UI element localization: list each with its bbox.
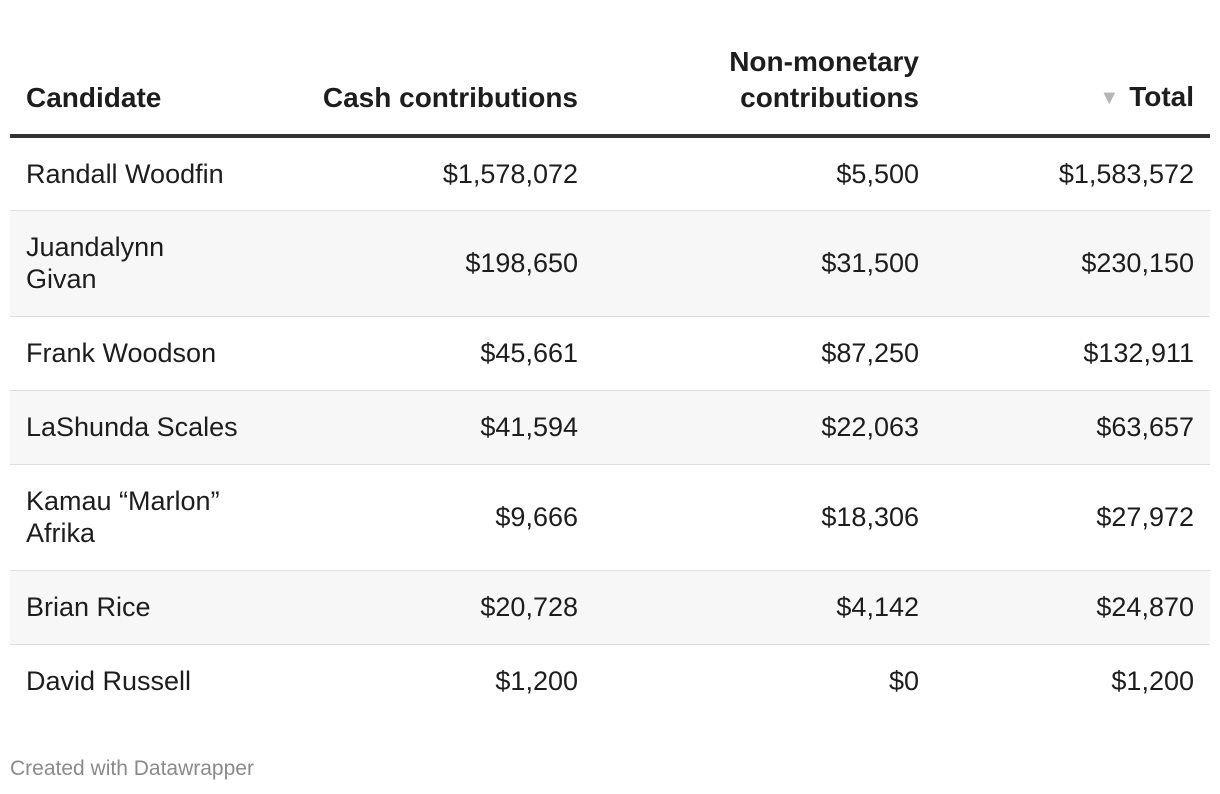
table-row: Juandalynn Givan $198,650 $31,500 $230,1… [10, 210, 1210, 317]
table-row: Frank Woodson $45,661 $87,250 $132,911 [10, 316, 1210, 391]
table-row: Brian Rice $20,728 $4,142 $24,870 [10, 570, 1210, 645]
cell-non-monetary: $31,500 [594, 210, 935, 317]
column-header-label: Cash contributions [322, 82, 578, 113]
table-row: Randall Woodfin $1,578,072 $5,500 $1,583… [10, 136, 1210, 211]
cell-candidate: Kamau “Marlon” Afrika [10, 464, 254, 571]
cell-candidate: Randall Woodfin [10, 136, 254, 211]
triangle-down-icon: ▼ [1099, 87, 1120, 109]
cell-cash: $198,650 [254, 210, 594, 317]
cell-total: $27,972 [935, 464, 1210, 571]
column-header-label: Non-monetary contributions [729, 46, 919, 113]
table-body: Randall Woodfin $1,578,072 $5,500 $1,583… [10, 136, 1210, 718]
footer-credit-text: Created with Datawrapper [10, 757, 254, 780]
column-header-non-monetary[interactable]: Non-monetary contributions [594, 40, 935, 138]
cell-total: $132,911 [935, 316, 1210, 391]
footer-credit[interactable]: Created with Datawrapper [10, 757, 254, 781]
cell-candidate: LaShunda Scales [10, 390, 254, 465]
cell-non-monetary: $87,250 [594, 316, 935, 391]
column-header-total[interactable]: ▼ Total [935, 40, 1210, 138]
table-row: LaShunda Scales $41,594 $22,063 $63,657 [10, 390, 1210, 465]
column-header-candidate[interactable]: Candidate [10, 40, 254, 138]
header-row: Candidate Cash contributions Non-monetar… [10, 40, 1210, 138]
cell-candidate: Brian Rice [10, 570, 254, 645]
cell-candidate: Frank Woodson [10, 316, 254, 391]
cell-cash: $1,578,072 [254, 136, 594, 211]
cell-cash: $1,200 [495, 666, 578, 697]
cell-total: $230,150 [935, 210, 1210, 317]
cell-total: $1,200 [1111, 666, 1194, 697]
contributions-table: Candidate Cash contributions Non-monetar… [10, 40, 1210, 718]
cell-non-monetary: $5,500 [594, 136, 935, 211]
cell-non-monetary: $22,063 [594, 390, 935, 465]
cell-total: $24,870 [935, 570, 1210, 645]
table-row: David Russell $1,200 $0 $1,200 [10, 644, 1210, 718]
cell-candidate: David Russell [26, 666, 192, 697]
cell-cash: $41,594 [254, 390, 594, 465]
cell-candidate: Juandalynn Givan [10, 210, 254, 317]
cell-cash: $9,666 [254, 464, 594, 571]
cell-total: $63,657 [935, 390, 1210, 465]
column-header-cash[interactable]: Cash contributions [254, 40, 594, 138]
table-row: Kamau “Marlon” Afrika $9,666 $18,306 $27… [10, 464, 1210, 571]
cell-non-monetary: $18,306 [594, 464, 935, 571]
cell-non-monetary: $4,142 [594, 570, 935, 645]
cell-total: $1,583,572 [935, 136, 1210, 211]
contributions-table-wrapper: Candidate Cash contributions Non-monetar… [10, 40, 1210, 718]
cell-cash: $45,661 [254, 316, 594, 391]
column-header-label: Candidate [26, 82, 162, 113]
table-header: Candidate Cash contributions Non-monetar… [10, 40, 1210, 138]
column-header-label: Total [1129, 81, 1194, 112]
cell-cash: $20,728 [254, 570, 594, 645]
cell-non-monetary: $0 [888, 666, 919, 697]
